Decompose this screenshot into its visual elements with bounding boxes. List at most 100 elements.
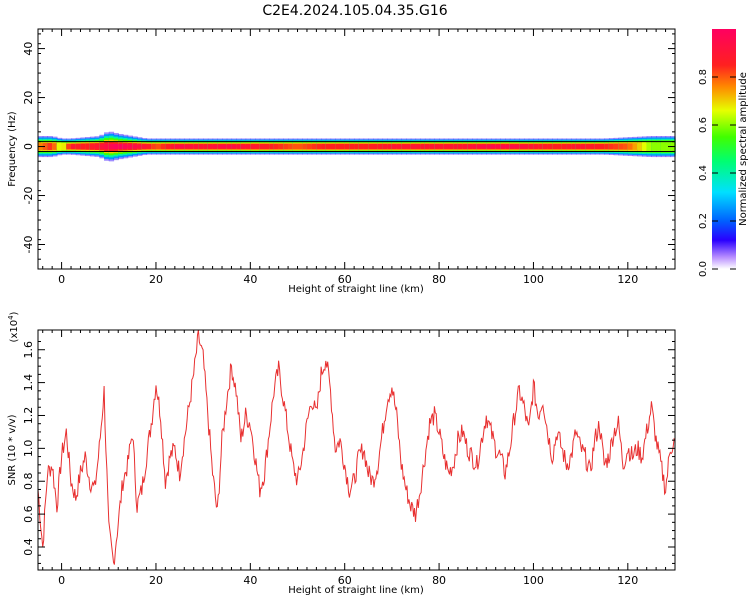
band-cell <box>160 144 166 149</box>
band-cell <box>151 144 157 149</box>
colorbar-tick-label: 0.2 <box>698 213 709 229</box>
band-cell <box>273 144 280 149</box>
band-cell <box>467 144 473 149</box>
band-cell <box>94 144 100 149</box>
band-cell <box>283 144 289 149</box>
spectrogram-x-tick-label: 20 <box>149 273 163 286</box>
spectrogram-x-tick-label: 80 <box>432 273 446 286</box>
band-cell <box>561 144 568 149</box>
band-cell <box>222 144 228 149</box>
band-cell <box>462 144 468 149</box>
band-cell <box>203 144 209 149</box>
band-cell <box>594 144 601 149</box>
band-cell <box>542 144 549 149</box>
colorbar-ticks: 0.0 0.2 0.4 0.6 0.8 <box>698 69 736 277</box>
colorbar: 0.0 0.2 0.4 0.6 0.8 Normalized spectral ampl… <box>698 29 749 277</box>
band-cell <box>448 144 454 149</box>
spectrogram-y-tick-label: -40 <box>22 236 35 254</box>
band-cell <box>236 144 242 149</box>
band-cell <box>637 144 643 149</box>
snr-x-tick-label: 60 <box>338 574 352 587</box>
spectrogram-y-tick-label: 20 <box>22 91 35 105</box>
band-cell <box>660 144 667 149</box>
band-cell <box>396 144 402 149</box>
band-cell <box>240 144 247 149</box>
band-cell <box>457 144 464 149</box>
band-cell <box>56 144 63 149</box>
band-cell <box>608 144 615 149</box>
snr-y-tick-label: 1.0 <box>22 440 35 458</box>
band-cell <box>547 144 553 149</box>
band-cell <box>453 144 459 149</box>
band-cell <box>344 144 351 149</box>
band-cell <box>137 144 143 149</box>
band-cell <box>255 144 261 149</box>
band-cell <box>623 144 629 149</box>
band-cell <box>85 144 91 149</box>
snr-y-axis: 0.4 0.6 0.8 1.0 1.2 1.4 1.6 <box>22 341 675 564</box>
band-cell <box>481 144 487 149</box>
band-cell <box>179 144 185 149</box>
band-cell <box>500 144 506 149</box>
snr-x-tick-label: 20 <box>149 574 163 587</box>
band-cell <box>118 144 124 149</box>
band-cell <box>363 144 369 149</box>
band-cell <box>61 144 67 149</box>
band-cell <box>212 144 218 149</box>
band-cell <box>339 144 346 149</box>
spectral-band <box>38 131 676 162</box>
snr-y-tick-label: 1.2 <box>22 407 35 425</box>
snr-x-axis-label: Height of straight line (km) <box>288 585 424 596</box>
band-cell <box>330 144 336 149</box>
band-cell <box>434 144 440 149</box>
band-cell <box>505 144 511 149</box>
band-cell <box>170 144 176 149</box>
band-cell <box>604 144 610 149</box>
snr-y-tick-label: 0.8 <box>22 472 35 490</box>
band-cell <box>42 144 49 149</box>
colorbar-label: Normalized spectral amplitude <box>738 72 749 226</box>
band-cell <box>514 144 520 149</box>
band-cell <box>321 144 327 149</box>
band-cell <box>528 144 535 149</box>
snr-y-tick-label: 1.6 <box>22 341 35 359</box>
snr-x-tick-label: 40 <box>243 574 257 587</box>
band-cell <box>75 144 82 149</box>
band-cell <box>415 144 421 149</box>
band-cell <box>306 144 313 149</box>
colorbar-tick-label: 0.0 <box>698 261 709 277</box>
spectrogram-x-tick-label: 100 <box>523 273 544 286</box>
frequency-reference-lines <box>38 141 675 152</box>
spectrogram-y-tick-label: -20 <box>22 187 35 205</box>
band-cell <box>368 144 374 149</box>
spectrogram-panel: 0 20 40 60 80 100 120 -40 -20 0 20 40 Height of st… <box>7 28 676 295</box>
snr-frame <box>37 329 676 571</box>
snr-multiplier-label: (x104) <box>7 311 20 342</box>
spectrogram-y-tick-label: 0 <box>22 143 35 150</box>
band-cell <box>226 144 233 149</box>
band-cell <box>174 144 181 149</box>
band-cell <box>519 144 525 149</box>
band-cell <box>259 144 266 149</box>
band-cell <box>632 144 638 149</box>
band-cell <box>476 144 483 149</box>
band-cell <box>566 144 572 149</box>
band-cell <box>80 144 86 149</box>
band-cell <box>354 144 360 149</box>
band-cell <box>424 144 431 149</box>
band-cell <box>509 144 516 149</box>
band-cell <box>155 144 162 149</box>
band-cell <box>613 144 619 149</box>
band-cell <box>302 144 308 149</box>
band-cell <box>410 144 417 149</box>
band-cell <box>335 144 341 149</box>
band-cell <box>325 144 332 149</box>
snr-multiplier-exponent: 4 <box>7 315 15 320</box>
band-cell <box>439 144 445 149</box>
spectrogram-x-tick-label: 120 <box>617 273 638 286</box>
band-cell <box>278 144 284 149</box>
band-cell <box>349 144 355 149</box>
band-cell <box>618 144 624 149</box>
band-cell <box>108 143 115 150</box>
